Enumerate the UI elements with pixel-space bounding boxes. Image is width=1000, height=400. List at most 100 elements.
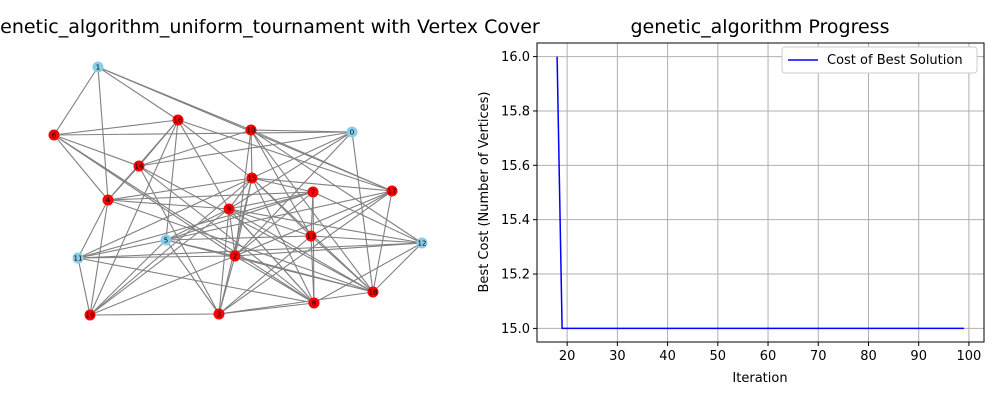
graph-edge <box>89 208 230 316</box>
graph-edge <box>234 191 314 257</box>
graph-edge <box>97 66 179 121</box>
graph-edge <box>165 239 236 257</box>
node-label: 15 <box>248 175 257 183</box>
graph-edge <box>107 191 314 201</box>
graph-edge <box>177 119 253 179</box>
graph-edge <box>77 191 314 259</box>
cover-node-marker <box>307 186 319 198</box>
graph-edge <box>228 208 236 257</box>
node-label: 1 <box>96 64 100 72</box>
y-axis-label: Best Cost (Number of Vertices) <box>477 92 492 293</box>
x-tick-label: 70 <box>810 349 827 364</box>
legend-box <box>781 46 978 74</box>
noncover-node-marker <box>72 252 84 264</box>
graph-edge <box>250 129 353 133</box>
cover-node-marker <box>245 124 257 136</box>
y-tick-label: 15.8 <box>501 104 530 119</box>
cover-node-marker <box>308 297 320 309</box>
node-label: 7 <box>311 189 315 197</box>
graph-edge <box>77 239 167 259</box>
graph-edge <box>138 119 179 167</box>
graph-edge <box>53 134 315 304</box>
graph-edge <box>138 165 374 293</box>
graph-node: 9 <box>223 203 235 215</box>
x-tick-label: 90 <box>910 349 927 364</box>
graph-edge <box>250 129 423 244</box>
graph-edge <box>77 255 236 259</box>
graph-node: 8 <box>308 297 320 309</box>
node-label: 8 <box>312 300 316 308</box>
graph-node: 11 <box>72 252 84 264</box>
cover-node-marker <box>102 194 114 206</box>
cover-node-marker <box>48 129 60 141</box>
graph-edge <box>251 177 312 237</box>
node-label: 17 <box>388 188 397 196</box>
y-tick-label: 15.0 <box>501 322 530 337</box>
progress-chart: 20 30 40 50 60 70 80 90 100 15.0 15.2 15.4 15.6 15.8… <box>477 42 985 386</box>
graph-node: 14 <box>133 160 145 172</box>
graph-edge <box>107 165 140 201</box>
graph-node: 1 <box>92 61 104 73</box>
x-axis-ticks: 20 30 40 50 60 70 80 90 100 <box>559 342 981 364</box>
graph-node: 12 <box>416 237 428 249</box>
graph-edge <box>177 119 393 192</box>
graph-edge <box>107 177 253 201</box>
graph-edge <box>53 119 179 136</box>
node-label: 12 <box>418 240 427 248</box>
graph-edge <box>53 134 109 201</box>
graph-edge <box>372 190 393 293</box>
graph-edge <box>228 208 312 237</box>
cover-node-marker <box>223 203 235 215</box>
graph-edge <box>228 191 314 210</box>
graph-edge <box>251 131 353 179</box>
noncover-node-marker <box>160 234 172 246</box>
y-tick-label: 15.2 <box>501 268 530 283</box>
graph-edge <box>218 255 236 315</box>
graph-edge <box>228 208 374 293</box>
graph-edge <box>372 242 423 293</box>
node-label: 16 <box>174 117 183 125</box>
graph-edge <box>234 242 423 257</box>
graph-node: 15 <box>246 172 258 184</box>
x-tick-label: 50 <box>710 349 727 364</box>
plot-frame <box>536 42 985 343</box>
graph-edge <box>97 66 109 201</box>
node-label: 11 <box>74 255 83 263</box>
cover-node-marker <box>246 172 258 184</box>
cover-node-marker <box>84 309 96 321</box>
y-tick-label: 16.0 <box>501 50 530 65</box>
graph-edge <box>53 66 99 136</box>
graph-edge <box>228 177 253 210</box>
graph-edge <box>138 131 353 167</box>
graph-node: 0 <box>346 126 358 138</box>
node-label: 9 <box>227 206 231 214</box>
node-label: 10 <box>247 127 256 135</box>
graph-edge <box>228 208 315 304</box>
noncover-node-marker <box>346 126 358 138</box>
node-label: 13 <box>307 233 316 241</box>
x-tick-label: 40 <box>659 349 676 364</box>
graph-edge <box>312 191 423 244</box>
node-label: 3 <box>217 311 221 319</box>
node-label: 14 <box>135 163 144 171</box>
graph-node: 3 <box>213 308 225 320</box>
graph-edge <box>218 208 230 315</box>
graph-node: 16 <box>172 114 184 126</box>
x-tick-label: 60 <box>760 349 777 364</box>
series-line-cost-of-best-solution <box>556 56 964 330</box>
graph-edge <box>228 131 353 210</box>
graph-node: 13 <box>305 230 317 242</box>
node-label: 0 <box>350 129 354 137</box>
legend-label: Cost of Best Solution <box>827 53 963 68</box>
graph-edge <box>313 242 423 304</box>
cover-node-marker <box>213 308 225 320</box>
graph-node: 17 <box>386 185 398 197</box>
graph-node: 10 <box>245 124 257 136</box>
graph-edge <box>310 235 423 244</box>
cover-node-marker <box>133 160 145 172</box>
cover-node-marker <box>386 185 398 197</box>
node-label: 6 <box>52 132 57 140</box>
cover-node-marker <box>172 114 184 126</box>
